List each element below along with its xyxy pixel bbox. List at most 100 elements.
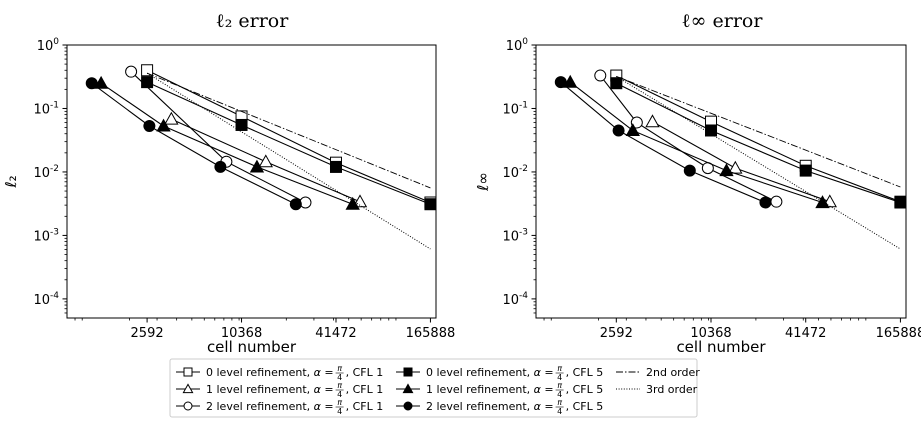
data-point-triangle-filled (625, 123, 640, 137)
data-point-square-filled (329, 160, 342, 173)
y-tick-exponent: -3 (519, 227, 528, 237)
series-line-2-circle-open (599, 75, 777, 203)
series-line-3-square-filled (146, 81, 431, 205)
y-tick-label: 100 (506, 37, 529, 54)
data-point-triangle-filled (563, 74, 578, 88)
legend-entry: 1 level refinement, α = π4, CFL 5 (396, 381, 603, 399)
y-tick-label: 10-2 (502, 164, 528, 181)
x-tick-label: 10368 (221, 326, 262, 341)
series-line-5-circle-filled (91, 82, 297, 205)
y-tick-label: 10-3 (33, 227, 59, 244)
data-point-circle-filled (683, 164, 696, 177)
data-point-circle-open (299, 196, 312, 209)
legend-label-suffix: , CFL 5 (566, 383, 604, 396)
legend-fraction: π4 (555, 381, 564, 399)
y-tick-label: 10-2 (33, 164, 59, 181)
legend-fraction: π4 (335, 381, 344, 399)
legend-entry: 0 level refinement, α = π4, CFL 1 (176, 364, 383, 382)
legend-fraction: π4 (335, 398, 344, 416)
legend-marker-square-filled (403, 367, 413, 377)
y-tick-base: 10 (502, 102, 519, 117)
legend-label-prefix: 0 level refinement, (206, 366, 314, 379)
y-tick-exponent: -4 (519, 291, 528, 301)
y-axis-label: ℓ₂ (2, 175, 20, 188)
fraction-numerator: π (557, 364, 562, 373)
legend-marker-square-open (183, 367, 193, 377)
x-tick-label: 41472 (315, 326, 356, 341)
x-tick-label: 10368 (690, 326, 731, 341)
legend-label-suffix: , CFL 1 (346, 366, 384, 379)
data-point-square-filled (705, 124, 718, 137)
data-point-triangle-filled (345, 196, 360, 210)
fraction-denominator: 4 (557, 407, 562, 416)
y-tick-label: 10-1 (33, 100, 59, 117)
y-tick-base: 10 (33, 102, 50, 117)
series-line-7-dotted (146, 72, 431, 250)
y-tick-label: 10-1 (502, 100, 528, 117)
legend-label-prefix: 0 level refinement, (426, 366, 534, 379)
y-tick-exponent: -2 (50, 164, 59, 174)
data-point-square-filled (424, 198, 437, 211)
legend-label-prefix: 2 level refinement, (206, 400, 314, 413)
fraction-numerator: π (337, 398, 342, 407)
data-point-square-filled (894, 196, 907, 209)
data-point-circle-filled (759, 196, 772, 209)
data-point-circle-filled (214, 160, 227, 173)
legend-label: 0 level refinement, α = (426, 366, 554, 379)
y-tick-exponent: -4 (50, 291, 59, 301)
fraction-denominator: 4 (337, 407, 342, 416)
x-tick-label: 2592 (600, 326, 633, 341)
plot-area-frame (535, 44, 907, 319)
series-line-6-dashdot (616, 75, 901, 188)
legend-label: 2 level refinement, α = (426, 400, 554, 413)
series-line-4-triangle-filled (100, 82, 353, 205)
y-tick-label: 100 (37, 37, 60, 54)
chart-title: ℓ₂ error (216, 10, 290, 32)
data-point-circle-open (770, 195, 783, 208)
data-point-triangle-filled (93, 75, 109, 89)
legend-label-prefix: 1 level refinement, (206, 383, 314, 396)
legend-entry: 1 level refinement, α = π4, CFL 1 (176, 381, 383, 399)
legend-fraction: π4 (335, 364, 344, 382)
legend-label: 2 level refinement, α = (206, 400, 334, 413)
y-tick-exponent: 0 (53, 37, 59, 47)
legend-label-prefix: 1 level refinement, (426, 383, 534, 396)
legend-fraction: π4 (555, 364, 564, 382)
fraction-numerator: π (557, 398, 562, 407)
series-line-0-square-open (616, 75, 901, 203)
data-point-circle-open (125, 65, 138, 78)
data-point-square-filled (235, 118, 248, 131)
data-point-square-open (141, 64, 154, 77)
data-point-square-filled (610, 77, 623, 90)
data-point-circle-open (630, 116, 643, 129)
legend-marker-circle-filled (403, 401, 413, 411)
legend-alpha: α = (534, 366, 554, 379)
fraction-numerator: π (337, 364, 342, 373)
x-axis-label: cell number (207, 338, 297, 356)
series-line-2-circle-open (130, 71, 306, 203)
data-point-triangle-filled (719, 163, 734, 177)
legend-entry: 0 level refinement, α = π4, CFL 5 (396, 364, 603, 382)
legend-label-suffix: , CFL 5 (566, 400, 604, 413)
fraction-denominator: 4 (557, 390, 562, 399)
y-tick-exponent: -1 (519, 100, 528, 110)
series-line-0-square-open (146, 69, 431, 204)
series-line-3-square-filled (616, 82, 901, 204)
y-tick-base: 10 (502, 293, 519, 308)
legend-alpha: α = (534, 400, 554, 413)
data-point-circle-filled (143, 119, 156, 132)
legend-marker-triangle-filled (402, 383, 414, 394)
data-point-triangle-filled (249, 159, 265, 173)
y-tick-base: 10 (502, 229, 519, 244)
legend-label: 3rd order (646, 383, 698, 396)
y-tick-exponent: 0 (522, 37, 528, 47)
x-tick-label: 165888 (406, 326, 456, 341)
data-point-circle-filled (289, 198, 302, 211)
y-axis-label: ℓ∞ (474, 172, 492, 192)
y-tick-label: 10-4 (502, 291, 528, 308)
y-tick-base: 10 (33, 166, 50, 181)
y-tick-label: 10-4 (33, 291, 59, 308)
